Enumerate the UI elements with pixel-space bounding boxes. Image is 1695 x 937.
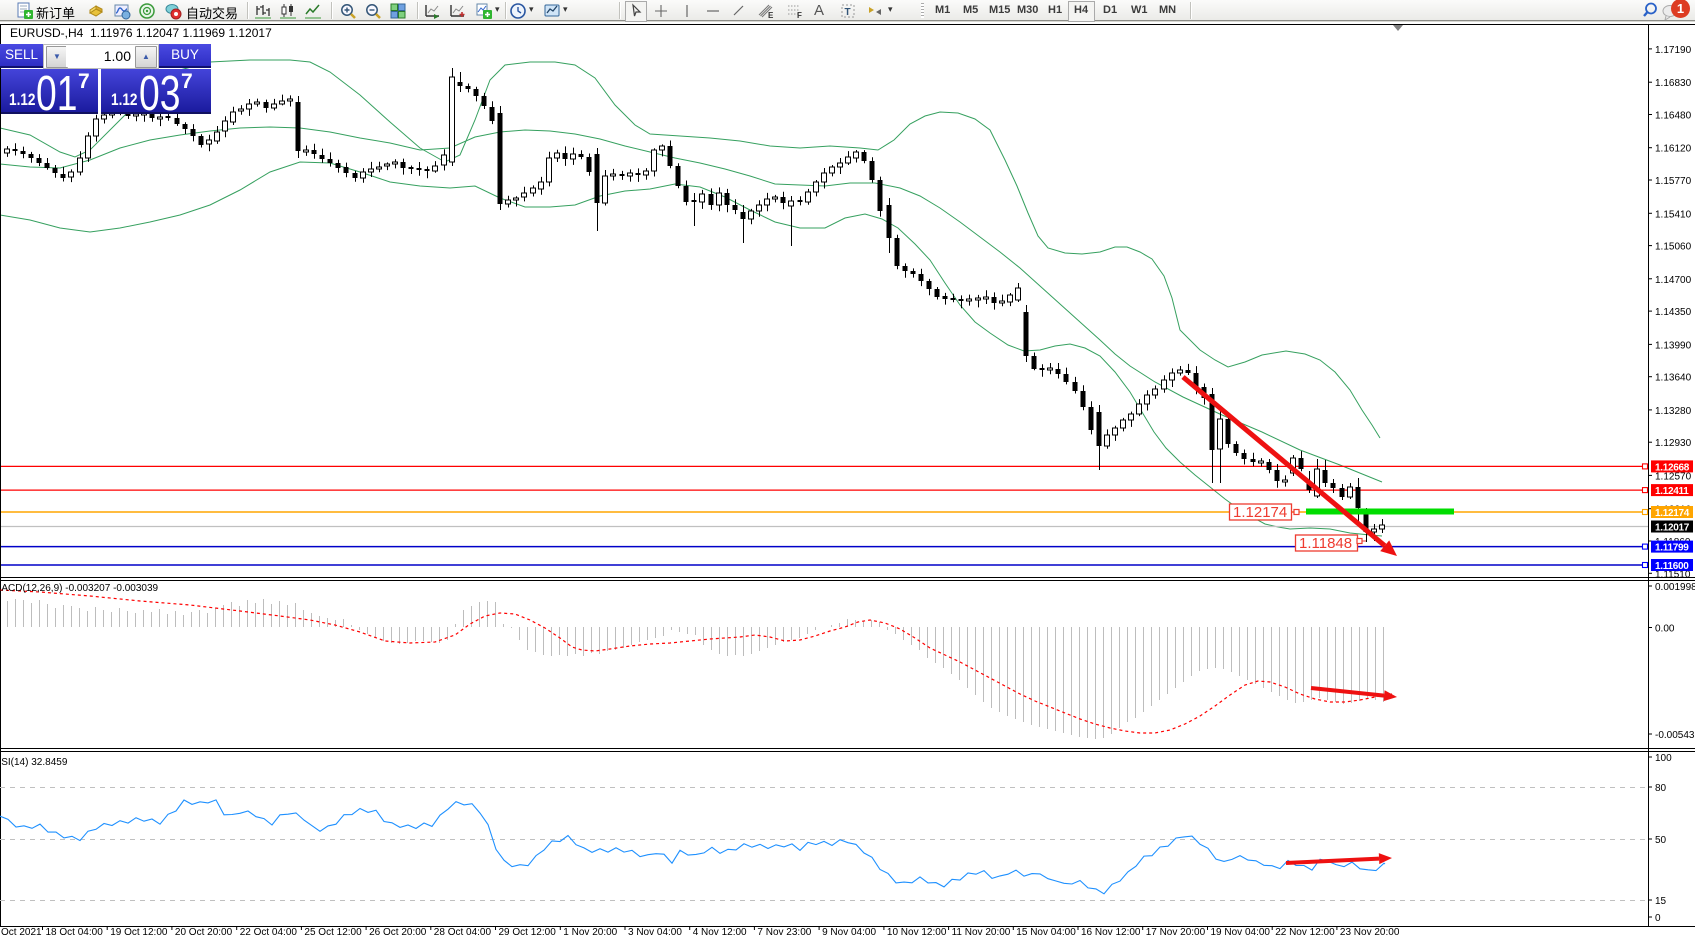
svg-text:1.14700: 1.14700 <box>1655 275 1692 286</box>
svg-text:F: F <box>797 11 802 20</box>
svg-text:1.13280: 1.13280 <box>1655 406 1692 417</box>
svg-text:-0.005433: -0.005433 <box>1655 730 1695 741</box>
svg-text:1.12174: 1.12174 <box>1655 508 1690 519</box>
svg-text:MACD(12,26,9) -0.003207 -0.003: MACD(12,26,9) -0.003207 -0.003039 <box>0 583 159 594</box>
svg-text:80: 80 <box>1655 783 1667 794</box>
svg-text:1.11799: 1.11799 <box>1655 543 1689 554</box>
svg-text:15 Nov 04:00: 15 Nov 04:00 <box>1016 927 1076 937</box>
svg-text:1.17190: 1.17190 <box>1655 45 1692 56</box>
svg-text:1.15410: 1.15410 <box>1655 209 1692 220</box>
svg-text:26 Oct 20:00: 26 Oct 20:00 <box>369 927 427 937</box>
svg-text:1.15060: 1.15060 <box>1655 242 1692 253</box>
svg-text:1.16480: 1.16480 <box>1655 111 1692 122</box>
svg-text:1.13640: 1.13640 <box>1655 373 1692 384</box>
svg-text:1.11848: 1.11848 <box>1299 535 1352 552</box>
svg-text:20 Oct 20:00: 20 Oct 20:00 <box>175 927 233 937</box>
svg-text:4 Nov 12:00: 4 Nov 12:00 <box>693 927 747 937</box>
svg-text:28 Oct 04:00: 28 Oct 04:00 <box>434 927 492 937</box>
svg-text:19 Oct 12:00: 19 Oct 12:00 <box>110 927 168 937</box>
svg-text:1.13990: 1.13990 <box>1655 340 1692 351</box>
svg-text:0.001998: 0.001998 <box>1655 582 1695 593</box>
svg-text:Oct 2021: Oct 2021 <box>1 927 42 937</box>
svg-text:25 Oct 12:00: 25 Oct 12:00 <box>304 927 362 937</box>
svg-text:100: 100 <box>1655 753 1672 764</box>
svg-text:0.00: 0.00 <box>1655 624 1675 635</box>
svg-text:1.15770: 1.15770 <box>1655 176 1692 187</box>
svg-text:17 Nov 20:00: 17 Nov 20:00 <box>1146 927 1206 937</box>
svg-text:1 Nov 20:00: 1 Nov 20:00 <box>563 927 617 937</box>
svg-text:19 Nov 04:00: 19 Nov 04:00 <box>1211 927 1271 937</box>
svg-text:0: 0 <box>1655 913 1661 924</box>
svg-text:1.12174: 1.12174 <box>1233 504 1287 521</box>
svg-text:1.12668: 1.12668 <box>1655 462 1690 473</box>
svg-text:16 Nov 12:00: 16 Nov 12:00 <box>1081 927 1141 937</box>
svg-text:9 Nov 04:00: 9 Nov 04:00 <box>822 927 876 937</box>
svg-text:7 Nov 23:00: 7 Nov 23:00 <box>757 927 811 937</box>
svg-text:1.14350: 1.14350 <box>1655 307 1692 318</box>
svg-text:22 Oct 04:00: 22 Oct 04:00 <box>240 927 298 937</box>
svg-text:50: 50 <box>1655 835 1667 846</box>
svg-text:1.12930: 1.12930 <box>1655 438 1692 449</box>
svg-text:18 Oct 04:00: 18 Oct 04:00 <box>46 927 104 937</box>
svg-text:11 Nov 20:00: 11 Nov 20:00 <box>952 927 1011 937</box>
svg-text:22 Nov 12:00: 22 Nov 12:00 <box>1275 927 1335 937</box>
svg-text:EURUSD-,H4 1.11976 1.12047 1.: EURUSD-,H4 1.11976 1.12047 1.11969 1.120… <box>10 26 272 40</box>
svg-text:1.11600: 1.11600 <box>1655 561 1689 572</box>
svg-text:1.12411: 1.12411 <box>1655 486 1689 497</box>
svg-text:29 Oct 12:00: 29 Oct 12:00 <box>499 927 557 937</box>
svg-text:1.16120: 1.16120 <box>1655 144 1692 155</box>
svg-text:23 Nov 20:00: 23 Nov 20:00 <box>1340 927 1400 937</box>
svg-text:T: T <box>845 7 851 18</box>
svg-text:1.12017: 1.12017 <box>1655 523 1690 534</box>
svg-text:E: E <box>768 11 774 20</box>
svg-text:1.11510: 1.11510 <box>1655 569 1691 580</box>
svg-text:1.16830: 1.16830 <box>1655 78 1692 89</box>
svg-text:10 Nov 12:00: 10 Nov 12:00 <box>887 927 947 937</box>
svg-text:RSI(14) 32.8459: RSI(14) 32.8459 <box>0 757 68 768</box>
svg-text:15: 15 <box>1655 896 1667 907</box>
svg-text:3 Nov 04:00: 3 Nov 04:00 <box>628 927 682 937</box>
svg-text:1.12570: 1.12570 <box>1655 471 1692 482</box>
